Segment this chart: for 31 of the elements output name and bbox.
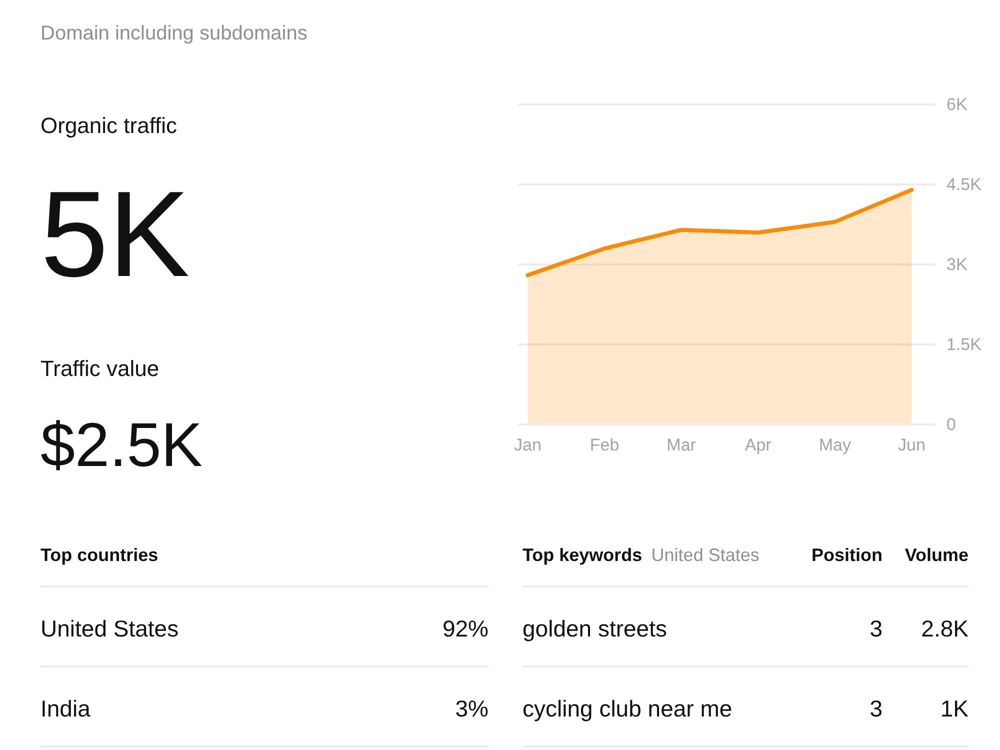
x-tick-label: Feb: [590, 436, 620, 454]
text: 92%: [442, 615, 489, 642]
text: Top keywords: [522, 545, 642, 566]
text: Domain including subdomains: [40, 22, 308, 44]
text: 2.8K: [921, 615, 970, 642]
text: 1K: [940, 695, 970, 722]
x-tick-label: Jan: [514, 436, 542, 454]
text: 3%: [455, 695, 489, 722]
text: United States: [651, 545, 760, 566]
text: India: [40, 695, 91, 722]
text: Traffic value: [40, 356, 160, 382]
x-tick-label: Jun: [898, 436, 926, 454]
text: golden streets: [522, 615, 667, 642]
x-tick-label: May: [818, 436, 852, 454]
y-tick-label: 4.5K: [946, 175, 982, 194]
x-tick-label: Apr: [744, 436, 772, 454]
text: United States: [40, 615, 179, 642]
x-tick-label: Mar: [666, 436, 696, 454]
y-tick-label: 6K: [946, 95, 968, 114]
y-tick-label: 3K: [946, 255, 968, 274]
text: Organic traffic: [40, 113, 178, 138]
text: 3: [870, 615, 883, 642]
text: 3: [870, 695, 883, 722]
text: Volume: [904, 545, 969, 566]
text: Top countries: [40, 545, 158, 566]
y-tick-label: 0: [946, 415, 956, 434]
text: $2.5K: [40, 410, 203, 480]
text: 5K: [40, 166, 190, 302]
text: cycling club near me: [522, 695, 732, 722]
y-tick-label: 1.5K: [946, 335, 982, 354]
text: Position: [812, 545, 882, 566]
